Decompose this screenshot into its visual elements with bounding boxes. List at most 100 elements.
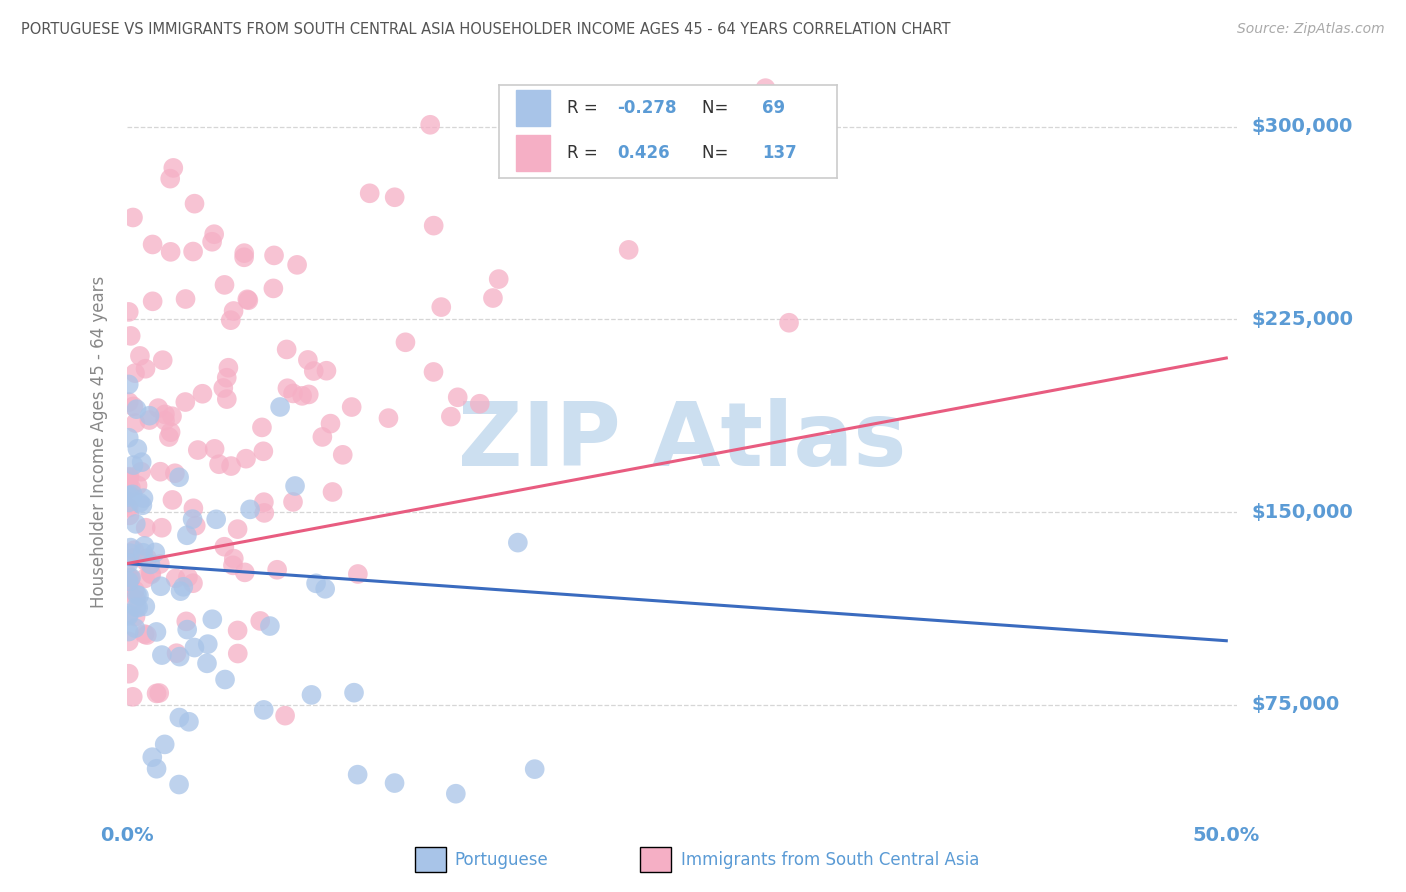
Point [132, 491, 155, 505]
Point [174, 395, 197, 409]
Point [226, 624, 249, 638]
Point [174, 615, 197, 629]
Point [118, 490, 141, 504]
Point [129, 349, 152, 363]
Point [127, 600, 149, 615]
Point [127, 478, 149, 492]
Point [169, 649, 191, 664]
Point [181, 512, 204, 526]
Point [305, 576, 328, 591]
Point [754, 81, 776, 95]
Point [215, 370, 238, 384]
Point [191, 386, 214, 401]
Point [153, 738, 176, 752]
Text: -0.278: -0.278 [617, 99, 676, 117]
Point [125, 600, 148, 615]
Point [482, 291, 505, 305]
Point [176, 623, 198, 637]
Point [205, 512, 228, 526]
Point [120, 481, 142, 495]
Point [157, 430, 180, 444]
Text: PORTUGUESE VS IMMIGRANTS FROM SOUTH CENTRAL ASIA HOUSEHOLDER INCOME AGES 45 - 64: PORTUGUESE VS IMMIGRANTS FROM SOUTH CENT… [21, 22, 950, 37]
Point [118, 556, 141, 570]
Point [523, 762, 546, 776]
Point [129, 465, 152, 479]
Bar [516, 136, 550, 171]
Point [259, 619, 281, 633]
Point [204, 442, 226, 456]
Point [377, 411, 399, 425]
Text: $225,000: $225,000 [1251, 310, 1353, 329]
Point [148, 401, 170, 416]
Point [422, 365, 444, 379]
Point [152, 353, 174, 368]
Text: 69: 69 [762, 99, 786, 117]
Point [134, 539, 156, 553]
Point [118, 488, 141, 502]
Point [297, 353, 319, 368]
Point [135, 555, 157, 569]
Point [447, 390, 470, 404]
Point [167, 470, 190, 484]
Point [183, 196, 205, 211]
Point [118, 607, 141, 621]
Point [125, 516, 148, 531]
Text: $150,000: $150,000 [1251, 503, 1353, 522]
Point [250, 420, 273, 434]
Point [136, 551, 159, 566]
Point [274, 708, 297, 723]
Point [252, 444, 274, 458]
Point [253, 506, 276, 520]
Point [118, 624, 141, 639]
Point [359, 186, 381, 201]
Point [132, 546, 155, 560]
Point [219, 458, 242, 473]
Text: Portuguese: Portuguese [454, 851, 548, 869]
Point [149, 557, 172, 571]
Point [212, 381, 235, 395]
Point [233, 566, 256, 580]
Point [208, 457, 231, 471]
Point [214, 540, 236, 554]
Point [440, 409, 463, 424]
Point [145, 624, 167, 639]
Point [135, 521, 157, 535]
Point [120, 573, 142, 587]
Point [145, 762, 167, 776]
Point [249, 614, 271, 628]
Point [118, 574, 141, 589]
Point [148, 686, 170, 700]
Point [263, 248, 285, 262]
Point [135, 628, 157, 642]
Point [176, 528, 198, 542]
Point [134, 571, 156, 585]
Point [124, 543, 146, 558]
Point [153, 408, 176, 422]
Point [142, 294, 165, 309]
Point [118, 500, 141, 515]
Text: R =: R = [567, 145, 607, 162]
Point [346, 767, 368, 781]
Point [120, 571, 142, 585]
Point [121, 487, 143, 501]
Point [314, 582, 336, 596]
Point [134, 361, 156, 376]
Point [131, 455, 153, 469]
Point [262, 281, 284, 295]
Point [118, 395, 141, 409]
Point [124, 621, 146, 635]
Point [419, 118, 441, 132]
Point [284, 479, 307, 493]
Point [215, 392, 238, 406]
Point [118, 571, 141, 585]
Point [214, 673, 236, 687]
Point [332, 448, 354, 462]
Point [122, 458, 145, 472]
Point [276, 381, 298, 395]
Point [118, 305, 141, 319]
Point [197, 637, 219, 651]
Point [302, 364, 325, 378]
Point [141, 750, 163, 764]
Text: N=: N= [702, 145, 733, 162]
Point [298, 387, 321, 401]
